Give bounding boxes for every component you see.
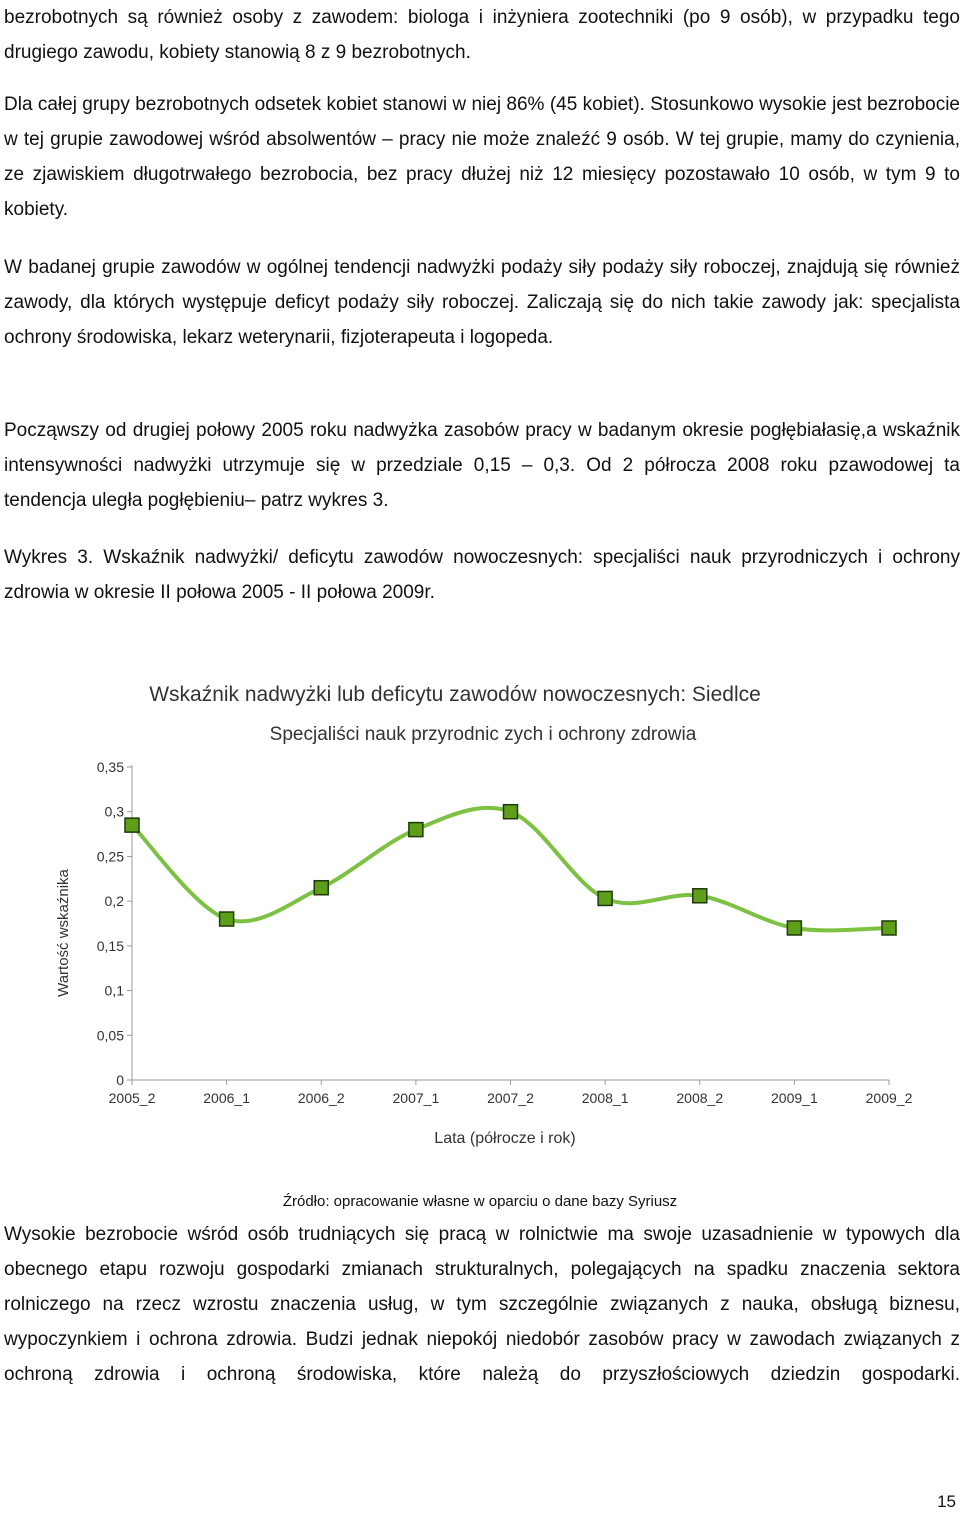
x-axis-label: Lata (półrocze i rok) (434, 1130, 575, 1147)
y-tick-label: 0,35 (97, 759, 124, 775)
x-tick-label: 2007_1 (393, 1090, 440, 1106)
chart-subtitle: Specjaliści nauk przyrodnic zych i ochro… (270, 724, 697, 745)
y-tick-label: 0,1 (105, 983, 125, 999)
x-tick-label: 2009_1 (771, 1090, 818, 1106)
y-tick-label: 0,2 (105, 893, 125, 909)
x-tick-label: 2006_2 (298, 1090, 345, 1106)
paragraph-2: Dla całej grupy bezrobotnych odsetek kob… (4, 94, 960, 220)
page-number: 15 (937, 1492, 956, 1511)
data-point (408, 821, 424, 838)
data-point (597, 890, 613, 907)
x-tick-label: 2005_2 (109, 1090, 156, 1106)
y-tick-label: 0,3 (105, 804, 125, 820)
y-tick-label: 0,25 (97, 848, 124, 864)
data-point (786, 920, 803, 936)
data-point (502, 803, 519, 820)
data-point (218, 911, 235, 927)
paragraph-6: Wysokie bezrobocie wśród osób trudniącyc… (4, 1224, 960, 1385)
series-line (130, 805, 891, 933)
data-point (124, 817, 140, 833)
y-axis-label: Wartość wskaźnika (55, 868, 72, 996)
source-note: Źródło: opracowanie własne w oparciu o d… (282, 1193, 678, 1210)
paragraph-1: bezrobotnych są również osoby z zawodem:… (4, 7, 960, 63)
x-tick-label: 2006_1 (203, 1090, 250, 1106)
y-tick-label: 0,05 (97, 1027, 124, 1043)
chart-title: Wskaźnik nadwyżki lub deficytu zawodów n… (149, 683, 761, 706)
x-tick-label: 2008_1 (582, 1090, 629, 1106)
x-tick-label: 2008_2 (676, 1090, 723, 1106)
x-tick-label: 2007_2 (487, 1090, 534, 1106)
y-tick-label: 0 (116, 1072, 124, 1088)
data-point (881, 920, 897, 936)
line-chart: Wskaźnik nadwyżki lub deficytu zawodów n… (40, 665, 930, 1155)
y-tick-label: 0,15 (97, 938, 124, 954)
paragraph-3: W badanej grupie zawodów w ogólnej tende… (4, 257, 960, 348)
paragraph-4: Począwszy od drugiej połowy 2005 roku na… (4, 420, 960, 511)
plot-area: 0 0,05 0,1 0,15 0,2 0,25 0,3 0,35 2005_2 2006_1 20… (97, 759, 913, 1106)
x-tick-label: 2009_2 (866, 1090, 913, 1106)
chart-svg: Wskaźnik nadwyżki lub deficytu zawodów n… (55, 683, 913, 1147)
data-point (313, 879, 329, 896)
figure-caption: Wykres 3. Wskaźnik nadwyżki/ deficytu za… (4, 547, 960, 603)
data-point (692, 888, 708, 904)
